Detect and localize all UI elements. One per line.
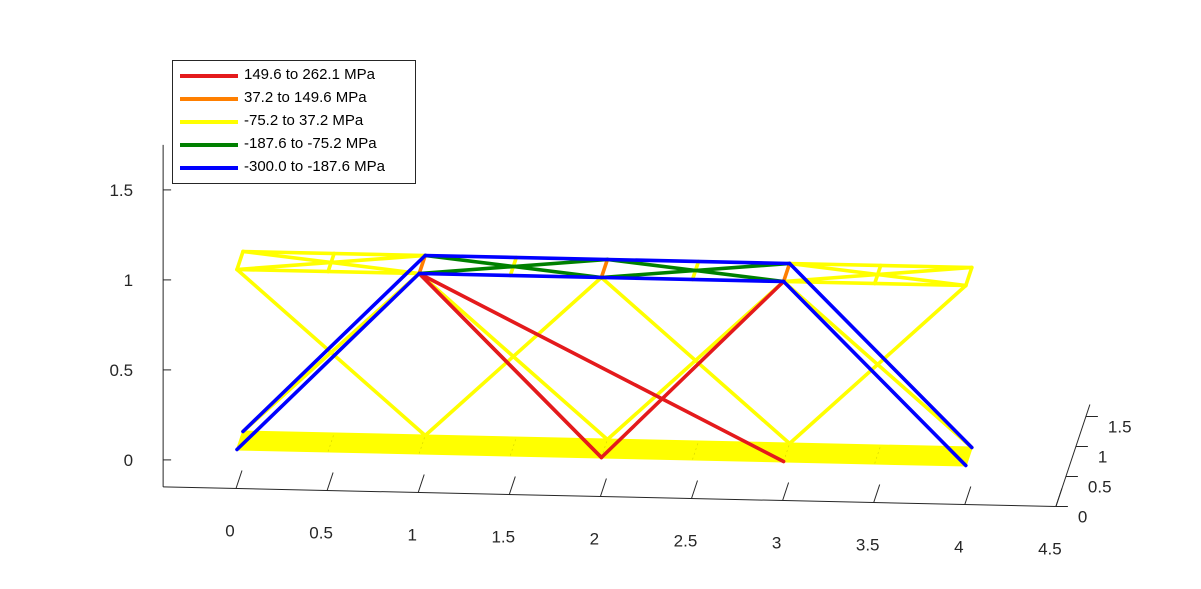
y-tick-label: 1.5 — [109, 181, 133, 200]
legend-swatch — [180, 74, 238, 78]
x-axis-line — [163, 486, 1056, 507]
legend-label: -300.0 to -187.6 MPa — [244, 158, 385, 175]
x-tick-label: 1.5 — [491, 528, 515, 547]
x-tick — [417, 474, 425, 493]
deck-grid-line — [692, 441, 699, 460]
legend-swatch — [180, 143, 238, 147]
truss-member — [787, 261, 974, 450]
x-tick-label: 4.5 — [1038, 540, 1062, 559]
legend-entry: 37.2 to 149.6 MPa — [173, 86, 415, 108]
x-tick — [1055, 488, 1063, 507]
truss-members — [235, 249, 974, 468]
legend-label: 37.2 to 149.6 MPa — [244, 89, 367, 106]
truss-member — [872, 263, 883, 286]
truss-member — [417, 271, 604, 460]
truss-member — [781, 279, 968, 468]
x-tick-label: 1 — [407, 526, 416, 545]
y-tick-label: 1 — [124, 271, 133, 290]
x-tick — [326, 472, 334, 491]
legend-swatch — [180, 120, 238, 124]
truss-member — [423, 253, 792, 266]
x-tick — [235, 470, 243, 489]
deck-grid-line — [783, 443, 790, 462]
x-tick-label: 2 — [590, 530, 599, 549]
x-tick-label: 3.5 — [856, 536, 880, 555]
x-tick-label: 0.5 — [309, 524, 333, 543]
legend-entry: -187.6 to -75.2 MPa — [173, 132, 415, 154]
y-tick-label: 0 — [124, 451, 133, 470]
truss-member — [235, 249, 245, 272]
deck-grid-line — [327, 433, 335, 452]
truss-member — [417, 271, 610, 442]
tick-labels: 0 0.5 1 1.5 2 2.5 3 3.5 4 4.500.511.500.511.5 — [109, 181, 1131, 559]
x-tick-label: 4 — [954, 538, 963, 557]
truss-member — [241, 253, 428, 434]
legend-entry: 149.6 to 262.1 MPa — [173, 63, 415, 85]
z-tick-label: 0.5 — [1088, 478, 1112, 497]
x-tick-label: 3 — [772, 534, 781, 553]
y-tick-label: 0.5 — [109, 361, 133, 380]
truss-member — [781, 261, 792, 284]
truss-member — [781, 279, 974, 450]
truss-member — [417, 271, 786, 284]
truss-member — [326, 251, 336, 274]
x-tick — [508, 476, 516, 495]
legend-label: 149.6 to 262.1 MPa — [244, 66, 375, 83]
x-tick-label: 0 — [225, 522, 234, 541]
legend-label: -187.6 to -75.2 MPa — [244, 135, 377, 152]
deck-grid-line — [418, 435, 426, 454]
deck-grid-line — [509, 437, 517, 456]
legend-entry: -300.0 to -187.6 MPa — [173, 155, 415, 177]
legend-label: -75.2 to 37.2 MPa — [244, 112, 364, 129]
legend-swatch — [180, 97, 238, 101]
z-tick-label: 1 — [1098, 448, 1107, 467]
truss-member — [963, 265, 974, 288]
x-tick — [691, 480, 698, 499]
truss-member — [417, 257, 610, 276]
z-tick-label: 1.5 — [1108, 418, 1132, 437]
x-tick-label: 2.5 — [674, 532, 698, 551]
x-tick — [964, 486, 972, 505]
truss-member — [599, 279, 786, 460]
deck-grid-line — [874, 445, 882, 464]
x-tick — [873, 484, 881, 503]
truss-member — [599, 261, 792, 280]
legend-entry: -75.2 to 37.2 MPa — [173, 109, 415, 131]
truss-member — [235, 271, 422, 452]
x-tick — [782, 482, 790, 501]
deck-grid-line — [601, 439, 608, 458]
legend: 149.6 to 262.1 MPa 37.2 to 149.6 MPa -75… — [172, 60, 416, 184]
x-tick — [599, 478, 607, 497]
z-tick-label: 0 — [1078, 508, 1087, 527]
axes — [162, 144, 1098, 507]
truss-member — [417, 271, 786, 464]
truss-member — [599, 257, 610, 280]
legend-swatch — [180, 166, 238, 170]
